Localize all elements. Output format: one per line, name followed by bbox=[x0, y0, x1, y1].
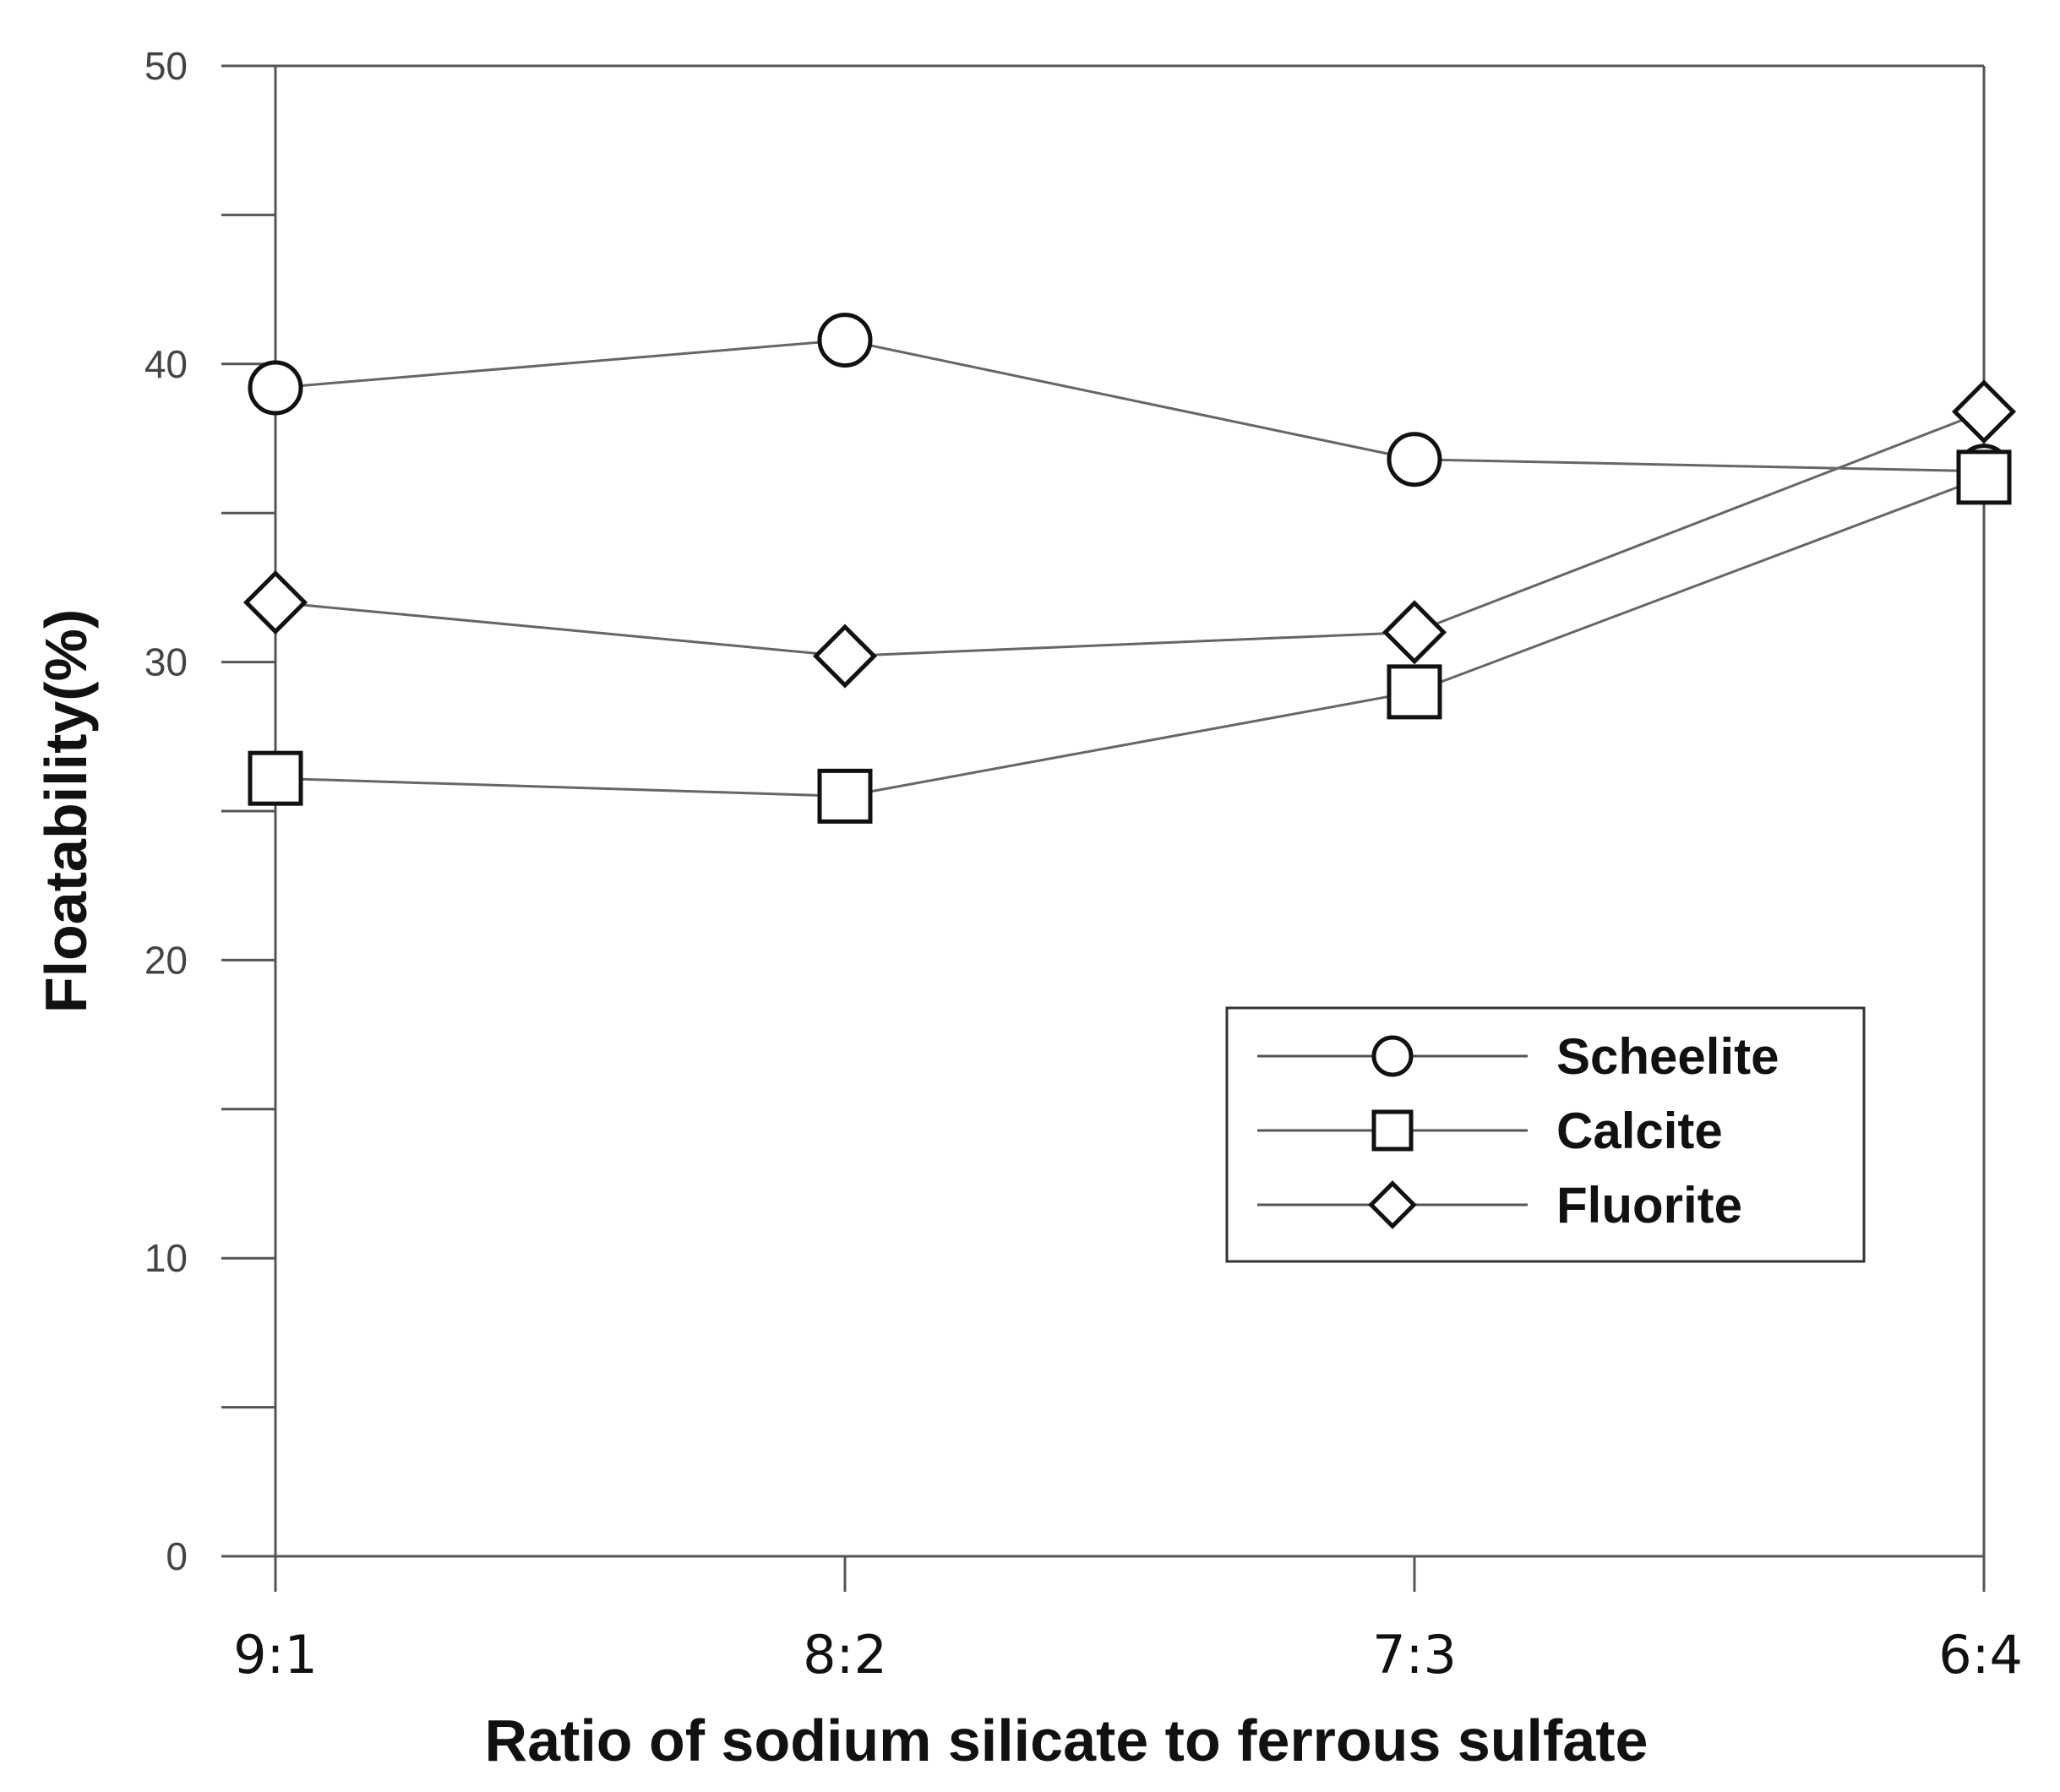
legend-marker-calcite bbox=[1371, 1109, 1414, 1152]
y-tick-label: 20 bbox=[144, 938, 188, 982]
series-line-scheelite bbox=[275, 339, 1985, 473]
y-tick-label: 10 bbox=[144, 1236, 188, 1280]
data-point-fluorite bbox=[243, 570, 308, 635]
data-point-fluorite bbox=[812, 624, 878, 689]
series-line-calcite bbox=[275, 476, 1985, 798]
x-ticks: 9:1 8:2 7:3 6:4 bbox=[233, 1556, 2023, 1686]
data-point-calcite bbox=[1956, 449, 2012, 505]
legend-label-fluorite: Fluorite bbox=[1556, 1177, 1742, 1234]
legend-marker-scheelite bbox=[1371, 1035, 1414, 1077]
y-tick-label: 0 bbox=[166, 1534, 188, 1578]
data-point-calcite bbox=[1387, 664, 1442, 720]
x-tick-label: 8:2 bbox=[803, 1624, 887, 1686]
data-point-calcite bbox=[248, 750, 303, 806]
data-point-calcite bbox=[817, 768, 873, 824]
data-point-scheelite bbox=[248, 360, 303, 416]
y-tick-label: 30 bbox=[144, 640, 188, 684]
data-point-scheelite bbox=[817, 313, 873, 368]
x-tick-label: 6:4 bbox=[1938, 1624, 2023, 1686]
legend-box bbox=[1225, 1006, 1866, 1263]
y-tick-label: 50 bbox=[144, 44, 188, 88]
data-point-fluorite bbox=[1951, 379, 2017, 444]
plot-frame bbox=[221, 64, 1986, 1558]
legend-label-calcite: Calcite bbox=[1556, 1103, 1723, 1159]
x-tick-label: 7:3 bbox=[1372, 1624, 1457, 1686]
series-line-fluorite bbox=[275, 410, 1985, 658]
legend: Scheelite Calcite Fluorite bbox=[1225, 1006, 1866, 1263]
legend-marker-fluorite bbox=[1368, 1180, 1417, 1229]
y-tick-label: 40 bbox=[144, 342, 188, 386]
y-ticks: 0 10 20 30 40 50 bbox=[144, 44, 275, 1578]
series-layer bbox=[243, 313, 2017, 824]
data-point-scheelite bbox=[1387, 432, 1442, 487]
x-axis-title: Ratio of sodium silicate to ferrous sulf… bbox=[485, 1708, 1649, 1773]
data-point-fluorite bbox=[1382, 600, 1447, 665]
y-axis-title: Floatability(%) bbox=[33, 609, 99, 1013]
x-tick-label: 9:1 bbox=[233, 1624, 318, 1686]
legend-label-scheelite: Scheelite bbox=[1556, 1028, 1779, 1085]
